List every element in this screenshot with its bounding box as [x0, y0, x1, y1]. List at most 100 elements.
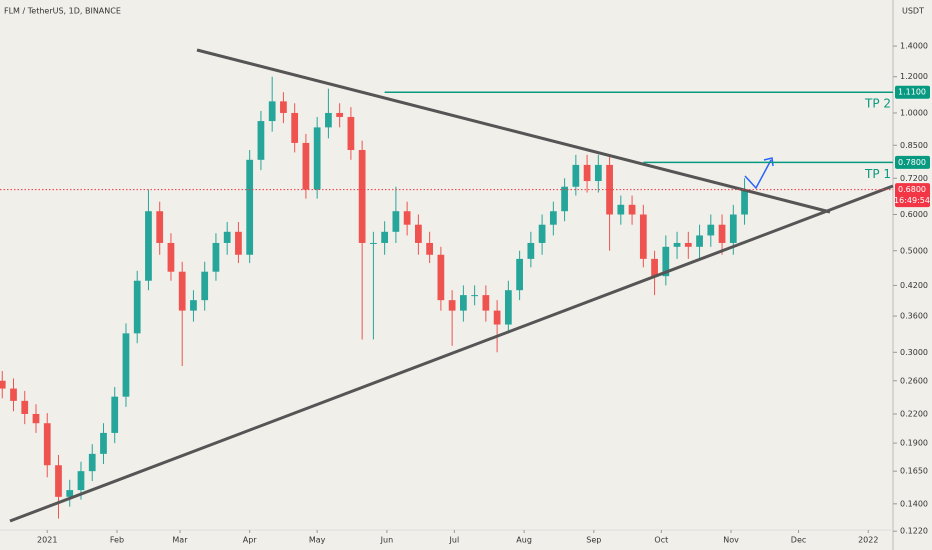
candle-body	[302, 142, 310, 190]
candle-body	[403, 211, 411, 225]
candle-body	[246, 159, 254, 255]
candle-body	[145, 211, 152, 281]
y-tick-label: 0.1650	[900, 467, 928, 476]
y-tick-label: 0.3600	[900, 312, 928, 321]
candle-body	[178, 271, 186, 311]
candle-body	[313, 127, 321, 190]
candle-body	[527, 242, 535, 259]
x-tick-label: Jun	[380, 536, 394, 545]
price-badge	[895, 155, 930, 169]
target-label: TP 1	[864, 167, 891, 181]
y-tick-label: 1.0000	[900, 108, 928, 117]
x-tick-label: Feb	[110, 536, 124, 545]
y-tick-label: 0.7200	[900, 174, 928, 183]
x-tick-label: Sep	[586, 536, 601, 545]
candle-body	[212, 242, 220, 272]
candle-body	[437, 254, 445, 301]
y-tick-label: 0.4200	[900, 281, 928, 290]
candle-body	[707, 224, 715, 236]
y-tick-label: 0.1400	[900, 499, 928, 508]
y-tick-label: 0.6000	[900, 210, 928, 219]
candle-body	[617, 204, 625, 215]
candle-body	[190, 300, 197, 311]
candle-body	[133, 280, 141, 334]
candle-body	[572, 164, 580, 187]
candle-body	[77, 471, 85, 491]
candle-body	[0, 380, 6, 389]
candle-body	[504, 290, 512, 325]
candle-body	[291, 112, 299, 143]
candle-body	[201, 271, 209, 301]
candle-body	[257, 121, 265, 160]
last-price-label: 0.6800	[898, 185, 926, 194]
candle-body	[223, 231, 231, 243]
target-label: TP 2	[864, 97, 891, 111]
candle-body	[370, 242, 377, 244]
candle-body	[111, 396, 119, 433]
candle-body	[516, 258, 523, 291]
price-badge-label: 0.7800	[898, 158, 926, 167]
x-tick-label: Dec	[791, 536, 806, 545]
candle-body	[482, 295, 490, 311]
candle-body	[66, 490, 74, 497]
x-tick-label: Aug	[516, 536, 532, 545]
candle-body	[347, 116, 355, 150]
candle-body	[415, 224, 422, 243]
candle-body	[32, 413, 40, 424]
projection-arrow	[744, 159, 772, 190]
candle-body	[459, 295, 467, 311]
candle-body	[55, 465, 62, 497]
x-tick-label: Nov	[723, 536, 739, 545]
candle-body	[662, 246, 670, 277]
candle-body	[10, 388, 17, 401]
candle-body	[561, 186, 568, 212]
x-tick-label: May	[309, 536, 326, 545]
candle-body	[167, 242, 175, 272]
y-tick-label: 0.2600	[900, 376, 928, 385]
countdown-label: 16:49:54	[894, 196, 930, 205]
candle-body	[583, 164, 591, 182]
candle-body	[122, 333, 130, 397]
candle-body	[684, 242, 692, 247]
last-price-badge	[895, 183, 930, 208]
candle-body	[729, 214, 737, 243]
candle-body	[88, 453, 96, 472]
candle-body	[493, 310, 501, 325]
x-tick-label: Mar	[172, 536, 188, 545]
candle-body	[43, 423, 51, 466]
candle-body	[336, 112, 344, 117]
y-tick-label: 0.3000	[900, 348, 928, 357]
x-tick-label: 2021	[37, 536, 57, 545]
y-tick-label: 1.4000	[900, 42, 928, 51]
chart-title: FLM / TetherUS, 1D, BINANCE	[4, 7, 121, 16]
arrow-head	[763, 157, 774, 167]
x-tick-label: Oct	[654, 536, 668, 545]
y-tick-label: 1.2000	[900, 72, 928, 81]
x-tick-label: Apr	[243, 536, 258, 545]
y-tick-label: 0.5000	[900, 246, 928, 255]
upper-trendline	[196, 48, 831, 214]
candle-body	[538, 224, 546, 243]
candle-body	[325, 112, 332, 128]
candle-body	[673, 242, 681, 247]
price-badge	[895, 85, 930, 99]
y-tick-label: 0.8500	[900, 141, 928, 150]
candle-body	[392, 211, 400, 232]
candle-body	[156, 211, 164, 243]
candle-body	[235, 231, 242, 255]
candle-body	[639, 214, 647, 259]
candle-body	[549, 211, 557, 225]
candle-body	[471, 295, 478, 297]
candles	[0, 76, 748, 519]
candle-body	[718, 224, 726, 243]
candle-body	[741, 189, 748, 215]
candle-body	[448, 300, 456, 311]
lower-trendline	[9, 184, 894, 523]
y-tick-label: 0.2200	[900, 409, 928, 418]
candle-body	[594, 164, 602, 182]
x-tick-label: Jul	[449, 536, 460, 545]
candle-body	[426, 242, 434, 255]
candle-body	[628, 204, 636, 215]
candle-body	[696, 235, 703, 247]
